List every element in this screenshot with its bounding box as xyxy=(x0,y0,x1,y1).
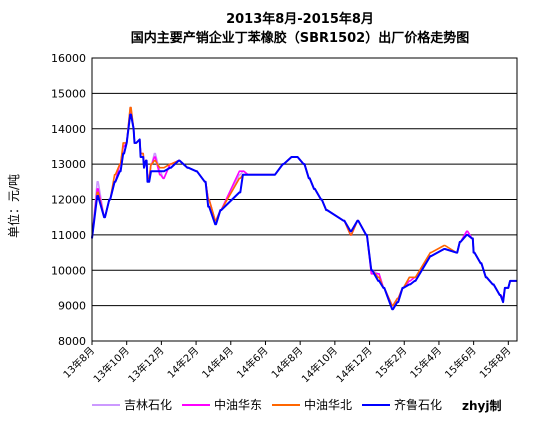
x-tick-label: 14年10月 xyxy=(299,344,340,385)
x-tick-label: 14年12月 xyxy=(333,344,374,385)
legend-label: 中油华北 xyxy=(304,397,352,412)
series-line xyxy=(91,106,517,307)
legend: 吉林石化 中油华东 中油华北 齐鲁石化 xyxy=(92,397,442,412)
y-tick-label: 16000 xyxy=(51,52,86,65)
y-tick-label: 8000 xyxy=(58,335,86,348)
y-tick-label: 14000 xyxy=(51,123,86,136)
y-axis-label: 单位：元/吨 xyxy=(6,174,21,238)
y-tick-label: 12000 xyxy=(51,194,86,207)
y-tick-label: 9000 xyxy=(58,300,86,313)
x-tick-label: 14年8月 xyxy=(268,344,305,381)
plot-area-border xyxy=(91,57,518,342)
legend-label: 中油华东 xyxy=(214,397,262,412)
legend-label: 齐鲁石化 xyxy=(394,397,442,412)
x-tick-label: 14年6月 xyxy=(234,344,271,381)
x-tick-label: 13年12月 xyxy=(125,344,166,385)
series-line xyxy=(91,110,517,307)
chart-title: 2013年8月-2015年8月 xyxy=(226,11,374,27)
x-tick-label: 15年8月 xyxy=(477,344,514,381)
watermark: zhyj制 xyxy=(462,398,501,413)
series-line xyxy=(91,106,517,307)
x-tick-label: 15年2月 xyxy=(373,344,410,381)
series-lines xyxy=(91,106,517,311)
y-axis-ticks: 8000 9000 10000 11000 12000 13000 14000 15000 16… xyxy=(51,52,86,348)
x-tick-label: 14年4月 xyxy=(199,344,236,381)
x-tick-label: 15年6月 xyxy=(442,344,479,381)
y-tick-label: 15000 xyxy=(51,87,86,100)
series-line xyxy=(91,113,517,311)
y-tick-label: 11000 xyxy=(51,229,86,242)
y-tick-label: 13000 xyxy=(51,158,86,171)
x-tick-label: 15年4月 xyxy=(407,344,444,381)
x-tick-label: 14年2月 xyxy=(164,344,201,381)
x-tick-label: 13年8月 xyxy=(60,344,97,381)
y-tick-label: 10000 xyxy=(51,264,86,277)
legend-label: 吉林石化 xyxy=(124,398,172,412)
x-tick-label: 13年10月 xyxy=(90,344,131,385)
chart-subtitle: 国内主要产销企业丁苯橡胶（SBR1502）出厂价格走势图 xyxy=(131,30,469,46)
grid-lines xyxy=(92,57,517,342)
